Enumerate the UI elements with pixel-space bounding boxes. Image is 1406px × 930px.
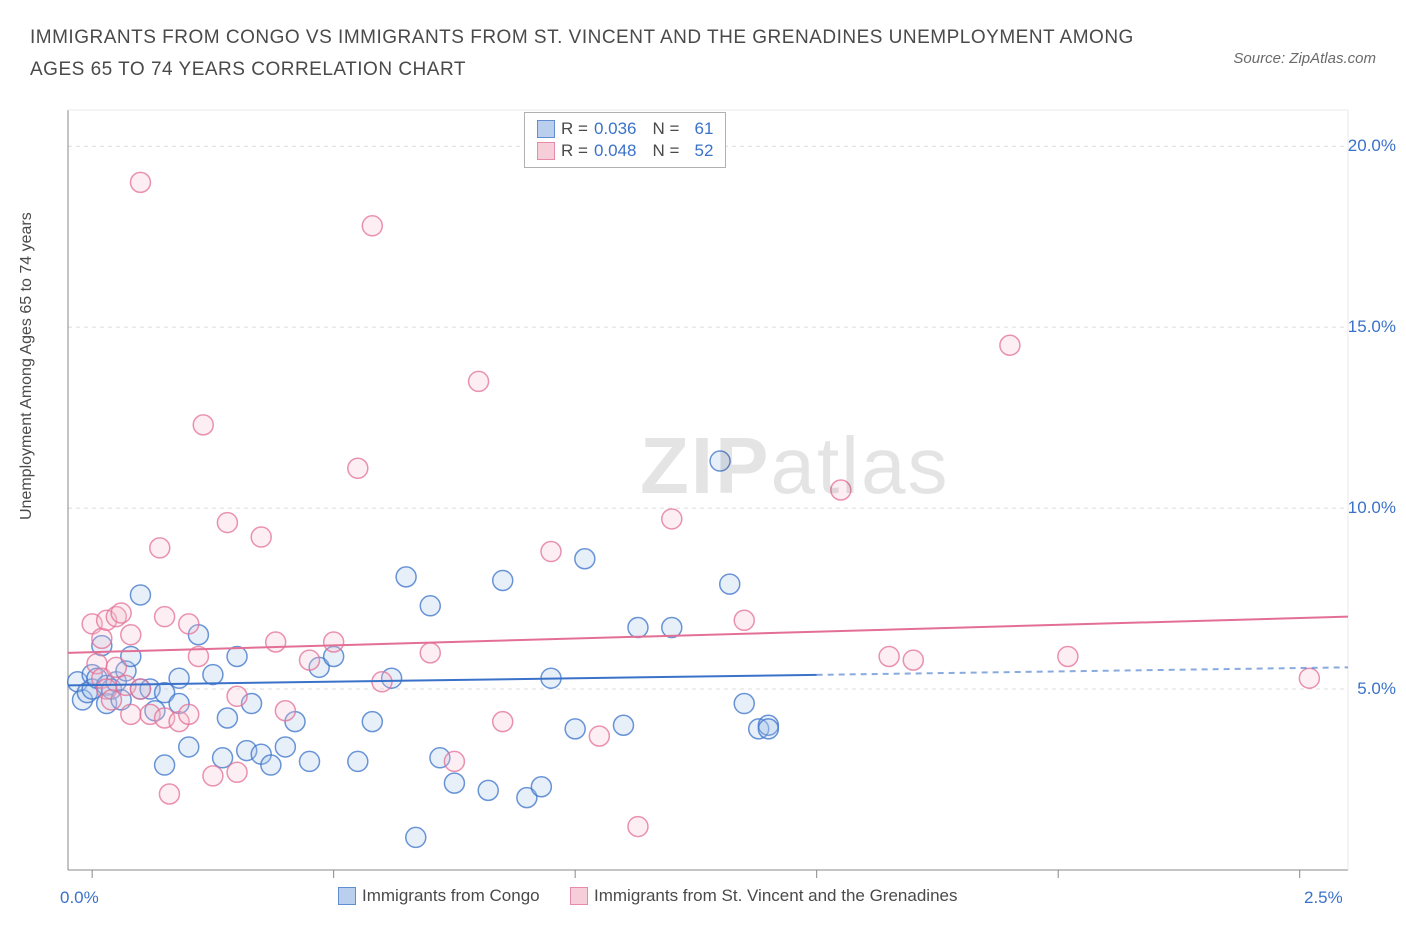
chart-header: IMMIGRANTS FROM CONGO VS IMMIGRANTS FROM… [0,0,1406,87]
source-attribution: Source: ZipAtlas.com [1233,50,1376,67]
legend-r-value: 0.036 [594,119,637,139]
legend-swatch [570,887,588,905]
legend-n-value: 61 [685,119,713,139]
x-corner-label-right: 2.5% [1304,888,1343,908]
legend-r-label: R = [561,141,588,161]
scatter-chart-svg [0,100,1406,920]
legend-series-text: Immigrants from Congo [362,886,540,906]
source-name: ZipAtlas.com [1289,50,1376,67]
source-prefix: Source: [1233,50,1289,67]
legend-n-value: 52 [685,141,713,161]
legend-stats-box: R = 0.036 N = 61 R = 0.048 N = 52 [524,112,726,168]
legend-series-label: Immigrants from Congo [338,886,540,906]
x-corner-label-left: 0.0% [60,888,99,908]
y-tick-label: 20.0% [1348,136,1396,156]
legend-swatch [537,120,555,138]
legend-n-label: N = [652,141,679,161]
legend-swatch [338,887,356,905]
legend-series-text: Immigrants from St. Vincent and the Gren… [594,886,957,906]
legend-r-label: R = [561,119,588,139]
legend-swatch [537,142,555,160]
chart-title: IMMIGRANTS FROM CONGO VS IMMIGRANTS FROM… [30,22,1150,87]
legend-stats-row: R = 0.036 N = 61 [537,119,713,139]
y-axis-label: Unemployment Among Ages 65 to 74 years [18,212,36,520]
y-tick-label: 10.0% [1348,498,1396,518]
y-tick-label: 5.0% [1357,679,1396,699]
plot-area: Unemployment Among Ages 65 to 74 years Z… [0,100,1406,930]
y-tick-label: 15.0% [1348,317,1396,337]
legend-r-value: 0.048 [594,141,637,161]
legend-stats-row: R = 0.048 N = 52 [537,141,713,161]
legend-series-label: Immigrants from St. Vincent and the Gren… [570,886,957,906]
legend-n-label: N = [652,119,679,139]
